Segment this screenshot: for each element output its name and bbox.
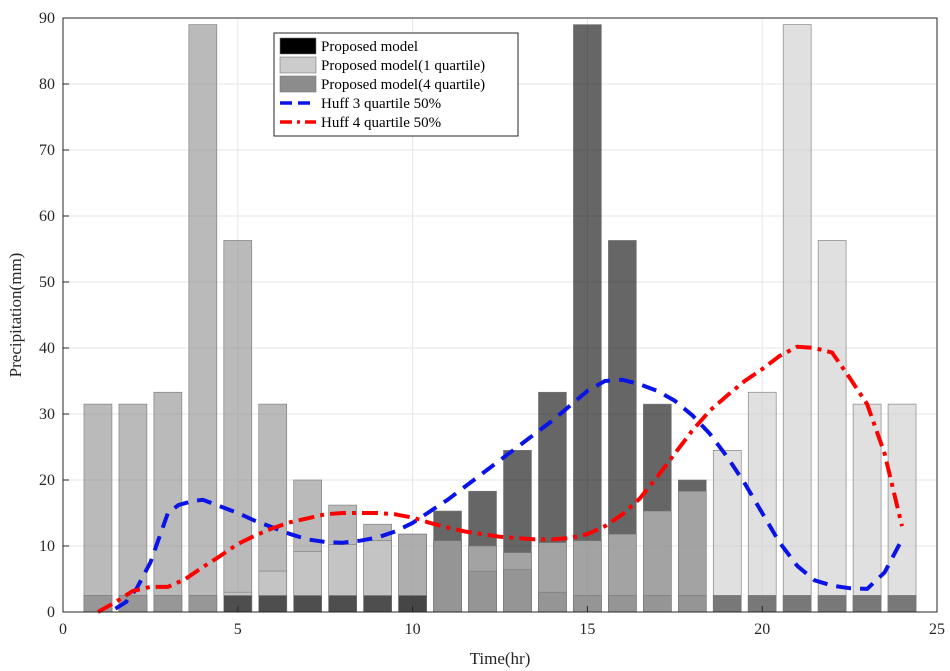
y-tick-label: 20 (39, 472, 55, 489)
bar (817, 595, 847, 613)
x-tick-label: 0 (59, 621, 67, 638)
legend-label: Proposed model(1 quartile) (321, 58, 485, 74)
bar (538, 591, 567, 613)
ticks: 0 5 10 15 20 25 0 10 20 30 40 50 60 70 80 90 (39, 10, 945, 638)
bar (223, 240, 253, 613)
bar (573, 24, 602, 613)
x-tick-label: 15 (579, 621, 595, 638)
bar (712, 595, 742, 613)
legend-label: Huff 3 quartile 50% (321, 96, 441, 112)
bar (782, 24, 812, 613)
bar (328, 595, 357, 613)
bar (118, 403, 148, 613)
series-line (97, 344, 904, 614)
y-tick-label: 40 (39, 340, 55, 357)
bar (503, 569, 532, 613)
y-tick-label: 50 (39, 274, 55, 291)
bar (677, 595, 707, 613)
bar (852, 403, 882, 613)
plot-frame (62, 17, 938, 613)
bar (747, 391, 777, 613)
bar (712, 449, 742, 613)
y-tick-label: 0 (47, 604, 55, 621)
lines (97, 344, 904, 614)
legend-swatch (279, 37, 317, 55)
y-tick-label: 70 (39, 142, 55, 159)
bar (817, 240, 847, 613)
bar (608, 595, 637, 613)
legend-label: Proposed model(4 quartile) (321, 77, 485, 93)
bar (293, 595, 323, 613)
y-tick-label: 60 (39, 208, 55, 225)
legend-swatch (279, 75, 317, 93)
bar (677, 490, 707, 613)
y-tick-label: 10 (39, 538, 55, 555)
x-tick-label: 5 (234, 621, 242, 638)
x-tick-label: 10 (405, 621, 421, 638)
bar (83, 595, 113, 613)
bar (887, 403, 917, 613)
x-tick-label: 25 (929, 621, 945, 638)
y-tick-label: 90 (39, 10, 55, 27)
bar (782, 595, 812, 613)
bar (363, 595, 392, 613)
series-line (114, 377, 904, 611)
bar (887, 595, 917, 613)
bar (83, 403, 113, 613)
bar (852, 595, 882, 613)
bar (433, 540, 462, 613)
bar (643, 595, 672, 613)
bar (153, 595, 183, 613)
bar (258, 595, 288, 613)
y-axis-label: Precipitation(mm) (6, 253, 25, 378)
legend-label: Huff 4 quartile 50% (321, 115, 441, 131)
bar (468, 570, 497, 613)
legend: Proposed model Proposed model(1 quartile)… (273, 32, 519, 137)
x-tick-label: 20 (754, 621, 770, 638)
bar (188, 24, 218, 613)
y-tick-label: 80 (39, 76, 55, 93)
legend-label: Proposed model (321, 39, 418, 55)
bar (153, 391, 183, 613)
bar (188, 595, 218, 613)
x-axis-label: Time(hr) (470, 649, 531, 668)
legend-swatch (279, 56, 317, 74)
y-tick-label: 30 (39, 406, 55, 423)
bar (643, 510, 672, 613)
